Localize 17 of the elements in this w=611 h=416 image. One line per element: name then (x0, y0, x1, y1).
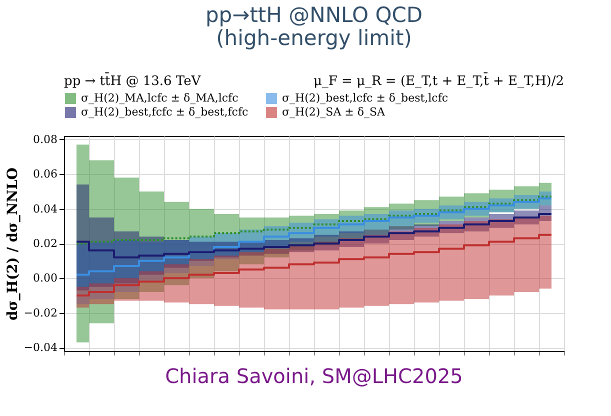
legend-label: σ_H(2)_MA,lcfc ± δ_MA,lcfc (81, 92, 238, 105)
y-tick-label: 0.00 (33, 272, 58, 285)
legend-label: σ_H(2)_best,fcfc ± δ_best,fcfc (81, 106, 248, 118)
y-tick-label: −0.04 (24, 341, 58, 354)
text: pp→ttH @NNLO QCD (205, 3, 423, 27)
y-tick-label: 0.06 (33, 168, 58, 181)
text: Chiara Savoini, SM@LHC2025 (165, 364, 463, 388)
y-tick-label: −0.02 (24, 306, 58, 320)
y-tick-label: 0.04 (33, 202, 58, 216)
legend-label: σ_H(2)_SA ± δ_SA (282, 106, 386, 118)
text: pp → tt̄H @ 13.6 TeV (64, 72, 202, 89)
text: μ_F = μ_R = (E_T,t + E_T,t̄ + E_T,H)/2 (313, 72, 564, 89)
legend-label: σ_H(2)_best,lcfc ± δ_best,lcfc (282, 92, 448, 105)
y-axis-title: dσ_H(2) / dσ_NNLO (4, 168, 21, 320)
text: (high-energy limit) (216, 26, 412, 50)
y-tick-label: 0.02 (33, 237, 58, 250)
y-tick-label: 0.08 (33, 132, 58, 146)
